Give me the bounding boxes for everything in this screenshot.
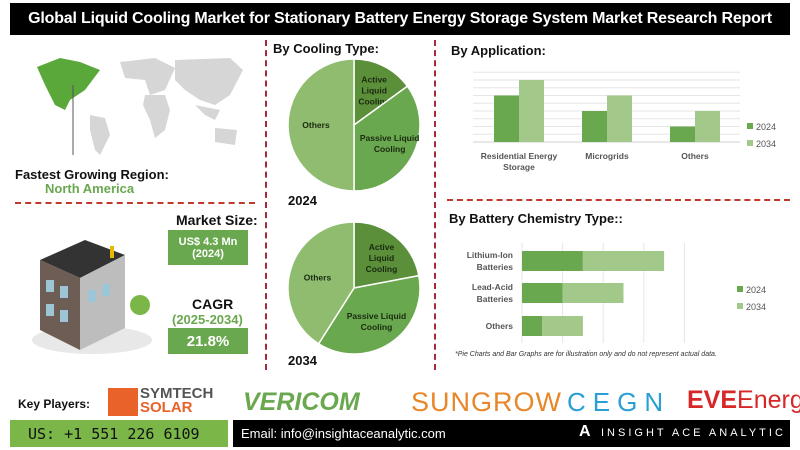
vericom-logo: VERICOM xyxy=(243,388,360,416)
report-title: Global Liquid Cooling Market for Station… xyxy=(10,3,790,35)
bar xyxy=(494,95,519,142)
phone-number: US: +1 551 226 6109 xyxy=(10,420,228,447)
battery-title: By Battery Chemistry Type:: xyxy=(449,211,623,226)
legend-swatch xyxy=(737,303,743,309)
legend-swatch xyxy=(747,123,753,129)
logo-text: SYMTECH xyxy=(140,385,214,402)
bar xyxy=(670,126,695,142)
bar xyxy=(582,251,665,271)
pie-label: Others xyxy=(302,120,330,130)
market-size-box: US$ 4.3 Mn (2024) xyxy=(168,230,248,265)
symtech-logo: SYMTECH SOLAR xyxy=(140,385,214,416)
legend-label: 2034 xyxy=(756,139,776,149)
pie-label: Cooling xyxy=(361,322,393,332)
logo-text: EVE xyxy=(687,386,738,414)
pie-slice xyxy=(287,221,355,345)
pie-label: Others xyxy=(304,272,332,282)
cagr-box: 21.8% xyxy=(168,328,248,354)
pie-label: Liquid xyxy=(361,85,387,95)
cagr-value: 21.8% xyxy=(186,332,230,350)
category-label: Lithium-Ion xyxy=(467,250,513,260)
divider xyxy=(15,202,255,204)
eve-energy-logo: EVEEnergy xyxy=(687,386,800,415)
bar xyxy=(519,80,544,142)
divider xyxy=(447,199,790,201)
symtech-logo-icon xyxy=(108,388,138,416)
bar xyxy=(522,251,583,271)
pie-slice xyxy=(317,274,421,355)
pie-label: Liquid xyxy=(369,253,395,263)
bar xyxy=(542,316,583,336)
sungrow-logo: SUNGROW xyxy=(411,387,562,417)
world-map xyxy=(37,58,243,155)
bar xyxy=(522,316,543,336)
pie-slice xyxy=(353,221,420,289)
bar xyxy=(582,111,607,142)
bar xyxy=(607,95,632,142)
category-label: Storage xyxy=(503,162,535,172)
pie-label: Passive Liquid xyxy=(347,311,407,321)
region-label: Fastest Growing Region: xyxy=(15,167,169,182)
legend-swatch xyxy=(747,140,753,146)
pie-caption-2034: 2034 xyxy=(288,353,317,368)
market-size-value: US$ 4.3 Mn xyxy=(178,235,238,248)
market-size-label: Market Size: xyxy=(176,212,258,228)
legend-label: 2024 xyxy=(746,285,766,295)
insightace-logo-icon: A xyxy=(579,423,591,440)
key-players-label: Key Players: xyxy=(18,397,91,411)
bar xyxy=(695,111,720,142)
pie-label: Cooling xyxy=(366,264,398,274)
legend-label: 2034 xyxy=(746,302,766,312)
building-illustration xyxy=(32,240,152,354)
region-value: North America xyxy=(45,181,135,196)
bar xyxy=(562,283,624,303)
category-label: Microgrids xyxy=(585,151,629,161)
category-label: Others xyxy=(681,151,709,161)
category-label: Batteries xyxy=(477,294,514,304)
category-label: Lead-Acid xyxy=(472,282,513,292)
pie-slice xyxy=(287,58,355,192)
contact-bar xyxy=(233,420,790,447)
cagr-label: CAGR xyxy=(192,296,234,312)
bar xyxy=(522,283,563,303)
pie-label: Active xyxy=(361,74,387,84)
email[interactable]: Email: info@insightaceanalytic.com xyxy=(241,426,446,441)
pie-slice xyxy=(353,58,409,127)
category-label: Residential Energy xyxy=(481,151,558,161)
cegn-logo: CEGN xyxy=(567,387,671,417)
brand-name: INSIGHT ACE ANALYTIC xyxy=(601,427,786,439)
cagr-period: (2025-2034) xyxy=(172,312,243,327)
application-title: By Application: xyxy=(451,43,546,58)
cooling-type-title: By Cooling Type: xyxy=(273,41,379,56)
battery-bar-chart: Lithium-Ion Batteries Lead-Acid Batteries Ot… xyxy=(467,243,766,343)
market-size-year: (2024) xyxy=(192,247,224,260)
pie-label: Cooling xyxy=(374,144,406,154)
pie-slice xyxy=(353,85,421,192)
legend-swatch xyxy=(737,286,743,292)
logo-text: Energy xyxy=(737,386,800,414)
pie-label: Cooling xyxy=(358,96,390,106)
legend-label: 2024 xyxy=(756,122,776,132)
logo-text: SOLAR xyxy=(140,399,193,416)
divider xyxy=(434,40,436,370)
pie-caption-2024: 2024 xyxy=(288,193,317,208)
pie-label: Passive Liquid xyxy=(360,133,420,143)
category-label: Others xyxy=(486,321,514,331)
pie-label: Active xyxy=(369,242,395,252)
category-label: Batteries xyxy=(477,262,514,272)
footnote: *Pie Charts and Bar Graphs are for illus… xyxy=(455,351,717,358)
divider xyxy=(265,40,267,370)
